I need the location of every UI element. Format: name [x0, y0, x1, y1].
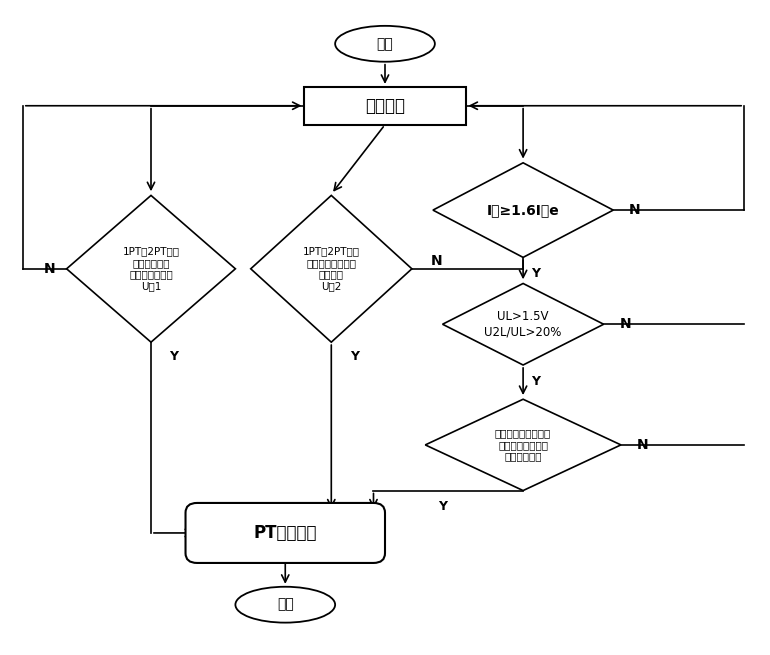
Polygon shape: [443, 284, 604, 365]
Text: Y: Y: [169, 350, 179, 363]
Ellipse shape: [236, 587, 335, 623]
Polygon shape: [433, 163, 613, 257]
Text: Y: Y: [531, 267, 540, 280]
Text: Y: Y: [438, 500, 447, 514]
Text: UL>1.5V
U2L/UL>20%: UL>1.5V U2L/UL>20%: [484, 310, 562, 338]
Text: 1PT与2PT对应
线电压矢量差
的模值是否大于
U阈1: 1PT与2PT对应 线电压矢量差 的模值是否大于 U阈1: [122, 246, 179, 291]
Text: 励磁电压当前采样值
大于前第三个采样
周期的采样值: 励磁电压当前采样值 大于前第三个采样 周期的采样值: [495, 428, 551, 462]
Text: 开始: 开始: [377, 37, 393, 51]
Text: I炉≥1.6I炉e: I炉≥1.6I炉e: [487, 203, 560, 217]
Bar: [304, 87, 466, 124]
Text: N: N: [44, 262, 55, 276]
Text: Y: Y: [531, 375, 540, 388]
Text: PT断线报警: PT断线报警: [253, 524, 317, 542]
Text: N: N: [430, 254, 442, 268]
Text: Y: Y: [350, 350, 359, 363]
Polygon shape: [66, 195, 236, 342]
Text: N: N: [637, 438, 648, 452]
Polygon shape: [251, 195, 412, 342]
Polygon shape: [425, 400, 621, 491]
Ellipse shape: [335, 26, 435, 62]
FancyBboxPatch shape: [186, 503, 385, 563]
Text: N: N: [629, 203, 641, 217]
Text: 数据采集: 数据采集: [365, 97, 405, 115]
Text: N: N: [619, 317, 631, 331]
Text: 1PT与2PT负序
电压矢量差的模值
是否大于
U阈2: 1PT与2PT负序 电压矢量差的模值 是否大于 U阈2: [303, 246, 360, 291]
Text: 结束: 结束: [277, 598, 293, 612]
